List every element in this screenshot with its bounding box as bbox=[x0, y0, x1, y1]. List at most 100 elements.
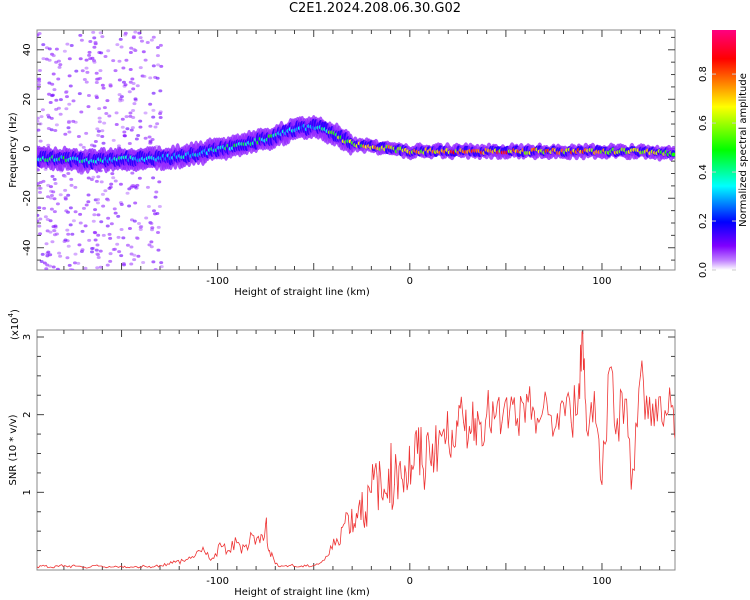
heatmap-cell bbox=[92, 36, 97, 40]
heatmap-cell bbox=[155, 122, 160, 126]
heatmap-cell bbox=[111, 176, 116, 180]
snr-point bbox=[228, 550, 230, 551]
snr-point bbox=[282, 565, 284, 567]
heatmap-cell bbox=[106, 49, 111, 53]
heatmap-cell bbox=[128, 68, 133, 72]
heatmap-cell bbox=[123, 31, 128, 35]
heatmap-cell bbox=[53, 224, 58, 228]
heatmap-cell bbox=[98, 69, 103, 73]
heatmap-cell bbox=[158, 43, 163, 47]
heatmap-cell bbox=[131, 35, 136, 39]
snr-point bbox=[313, 564, 315, 566]
heatmap-cell bbox=[94, 96, 99, 100]
heatmap-cell bbox=[121, 66, 126, 70]
heatmap-cell bbox=[49, 193, 54, 197]
snr-point bbox=[251, 534, 253, 536]
snr-point bbox=[394, 484, 395, 485]
snr-line bbox=[37, 331, 675, 569]
heatmap-cell bbox=[148, 102, 153, 106]
heatmap-cell bbox=[98, 249, 103, 253]
heatmap-cell bbox=[56, 59, 61, 63]
snr-point bbox=[128, 567, 130, 569]
heatmap-cell bbox=[96, 133, 101, 137]
colorbar-tick-label: 0.4 bbox=[698, 164, 709, 180]
heatmap-cell bbox=[118, 37, 123, 41]
heatmap-cell bbox=[113, 69, 118, 73]
heatmap-cell bbox=[99, 180, 104, 184]
heatmap-cell bbox=[127, 204, 132, 208]
snr-point bbox=[428, 441, 430, 443]
heatmap-cell bbox=[95, 127, 100, 131]
heatmap-cell bbox=[159, 261, 164, 265]
heatmap-cell bbox=[153, 268, 158, 270]
colorbar-tick-label: 0.2 bbox=[698, 213, 709, 229]
heatmap-cell bbox=[73, 252, 78, 256]
heatmap-cell bbox=[120, 125, 125, 129]
heatmap-cell bbox=[127, 227, 132, 231]
snr-point bbox=[501, 422, 503, 423]
snr-point bbox=[480, 422, 482, 423]
heatmap-cell bbox=[116, 235, 121, 239]
heatmap-cell bbox=[66, 172, 71, 176]
heatmap-cell bbox=[117, 59, 122, 63]
heatmap-cell bbox=[88, 40, 93, 44]
plot-frame bbox=[36, 329, 676, 571]
heatmap-cell bbox=[94, 179, 99, 183]
heatmap-cell bbox=[55, 202, 60, 206]
heatmap-cell bbox=[117, 250, 122, 254]
heatmap-cell bbox=[102, 121, 107, 125]
x-tick-label: -100 bbox=[206, 576, 229, 587]
snr-point bbox=[640, 375, 641, 377]
snr-point bbox=[586, 429, 588, 431]
heatmap-cell bbox=[86, 200, 91, 204]
heatmap-cell bbox=[119, 95, 124, 99]
heatmap-cell bbox=[91, 175, 96, 179]
heatmap-cell bbox=[100, 35, 105, 39]
snr-point bbox=[198, 550, 199, 551]
heatmap-cell bbox=[98, 265, 103, 269]
heatmap-cell bbox=[100, 83, 105, 87]
heatmap-cell bbox=[52, 197, 57, 201]
heatmap-cell bbox=[135, 84, 140, 88]
heatmap-cell bbox=[103, 189, 108, 193]
snr-point bbox=[609, 367, 611, 369]
heatmap-cell bbox=[39, 259, 44, 263]
heatmap-cell bbox=[67, 130, 72, 134]
heatmap-cell bbox=[97, 116, 102, 120]
heatmap-cell bbox=[37, 224, 42, 228]
heatmap-cell bbox=[66, 244, 71, 248]
y-tick-label: 40 bbox=[22, 43, 33, 56]
heatmap-cell bbox=[48, 101, 53, 105]
heatmap-cell bbox=[108, 252, 113, 256]
heatmap-cell bbox=[72, 261, 77, 265]
heatmap-cell bbox=[114, 122, 119, 126]
heatmap-cell bbox=[38, 186, 43, 190]
heatmap-cell bbox=[38, 190, 43, 194]
snr-point bbox=[347, 515, 349, 517]
x-tick-label: -100 bbox=[206, 276, 229, 287]
snr-point bbox=[451, 429, 453, 431]
snr-point bbox=[290, 564, 292, 566]
snr-panel: -100 0 100 Height of straight line (km) 1 2 3 S… bbox=[7, 309, 676, 598]
heatmap-cell bbox=[85, 70, 90, 74]
heatmap-cell bbox=[143, 136, 148, 140]
heatmap-cell bbox=[51, 190, 56, 194]
snr-point bbox=[547, 414, 549, 416]
heatmap-cell bbox=[99, 51, 104, 55]
heatmap-cell bbox=[158, 89, 163, 93]
heatmap-cell bbox=[151, 35, 156, 39]
heatmap-cell bbox=[94, 77, 99, 81]
heatmap-cell bbox=[147, 135, 152, 139]
colorbar: 0.0 0.2 0.4 0.6 0.8 Normalized spectral ampli… bbox=[698, 30, 749, 278]
x-tick-label: 0 bbox=[407, 576, 413, 587]
heatmap-cell bbox=[93, 208, 98, 212]
heatmap-cell bbox=[101, 86, 106, 90]
snr-point bbox=[321, 561, 322, 563]
heatmap-cell bbox=[92, 60, 97, 64]
heatmap-cell bbox=[68, 84, 73, 88]
snr-point bbox=[336, 538, 338, 540]
heatmap-cell bbox=[37, 206, 42, 210]
heatmap-cell bbox=[121, 80, 126, 84]
snr-point bbox=[670, 406, 672, 408]
y-tick-label: 1 bbox=[22, 489, 33, 495]
